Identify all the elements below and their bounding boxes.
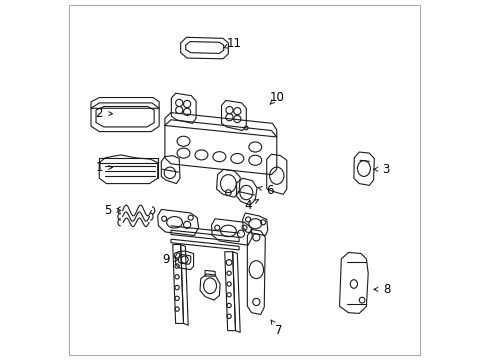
Text: 8: 8 <box>383 283 390 296</box>
Text: 9: 9 <box>162 253 169 266</box>
Text: 7: 7 <box>274 324 282 337</box>
Text: 1: 1 <box>95 161 103 174</box>
Text: 4: 4 <box>244 199 251 212</box>
Text: 5: 5 <box>103 204 111 217</box>
Text: 3: 3 <box>382 163 389 176</box>
Text: 6: 6 <box>265 184 273 197</box>
Text: 11: 11 <box>226 37 242 50</box>
Text: 2: 2 <box>95 107 103 120</box>
Text: 10: 10 <box>269 91 284 104</box>
